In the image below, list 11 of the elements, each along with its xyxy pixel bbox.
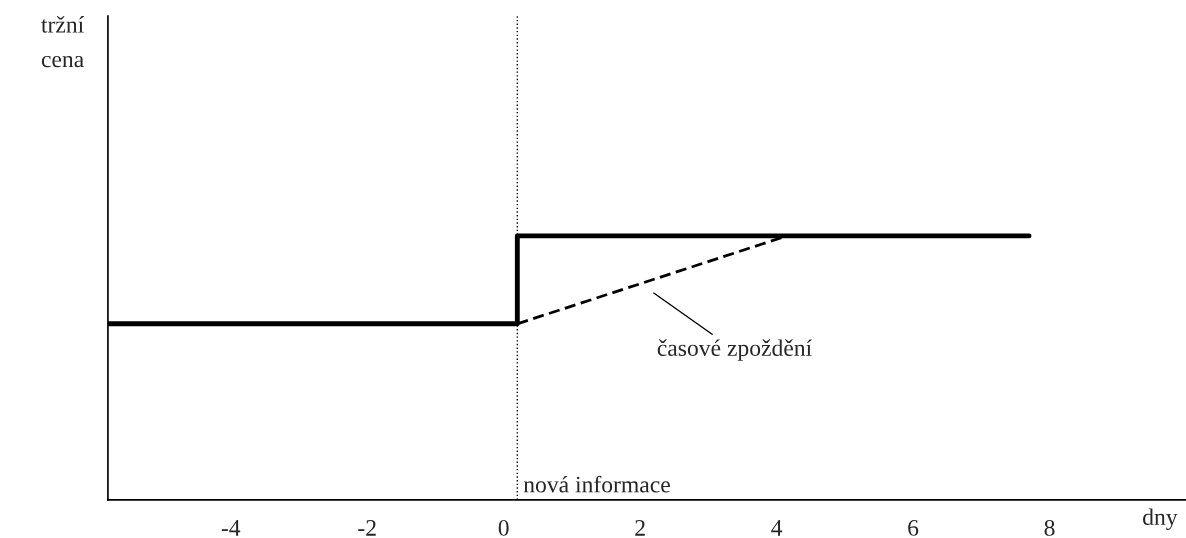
- x-tick-label: 4: [771, 520, 783, 536]
- text: tržní cena: [41, 16, 84, 68]
- x-tick-label: 6: [908, 520, 919, 536]
- x-tick-label: -4: [221, 520, 241, 536]
- x-tick-label: 2: [635, 520, 645, 536]
- x-tick-label: -2: [358, 520, 376, 536]
- x-axis-title: dny: [1143, 508, 1178, 530]
- x-tick-label: 0: [498, 519, 509, 536]
- ref-line-label: nová informace: [523, 475, 670, 493]
- annotation: časové zpoždění: [657, 339, 812, 361]
- x-tick-label: 8: [1044, 519, 1055, 536]
